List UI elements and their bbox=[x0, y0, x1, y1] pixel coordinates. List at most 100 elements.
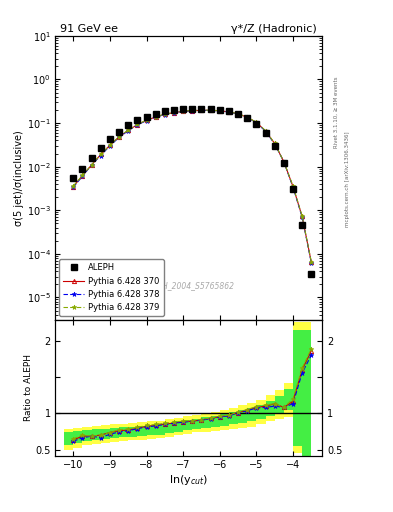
Pythia 6.428 378 bbox=[117, 134, 121, 140]
Pythia 6.428 378 bbox=[71, 184, 76, 190]
Pythia 6.428 379 bbox=[172, 109, 176, 115]
Pythia 6.428 378 bbox=[254, 120, 259, 126]
Pythia 6.428 379 bbox=[126, 127, 130, 133]
Pythia 6.428 379 bbox=[226, 109, 231, 115]
Pythia 6.428 378 bbox=[181, 109, 185, 115]
Pythia 6.428 379 bbox=[263, 127, 268, 134]
Pythia 6.428 379 bbox=[290, 183, 295, 189]
Pythia 6.428 378 bbox=[153, 114, 158, 120]
Legend: ALEPH, Pythia 6.428 370, Pythia 6.428 378, Pythia 6.428 379: ALEPH, Pythia 6.428 370, Pythia 6.428 37… bbox=[59, 259, 164, 316]
Y-axis label: Ratio to ALEPH: Ratio to ALEPH bbox=[24, 354, 33, 421]
Pythia 6.428 378 bbox=[281, 159, 286, 165]
Pythia 6.428 379 bbox=[208, 107, 213, 113]
Pythia 6.428 370 bbox=[172, 110, 176, 116]
Pythia 6.428 379 bbox=[190, 108, 195, 114]
ALEPH bbox=[181, 106, 185, 112]
ALEPH bbox=[290, 186, 295, 193]
Pythia 6.428 370 bbox=[245, 114, 250, 120]
Line: Pythia 6.428 378: Pythia 6.428 378 bbox=[71, 108, 314, 265]
Pythia 6.428 370 bbox=[217, 108, 222, 114]
Pythia 6.428 370 bbox=[190, 108, 195, 114]
Y-axis label: σ(5 jet)/σ(inclusive): σ(5 jet)/σ(inclusive) bbox=[14, 130, 24, 226]
Pythia 6.428 370 bbox=[98, 152, 103, 158]
Text: Rivet 3.1.10, ≥ 3M events: Rivet 3.1.10, ≥ 3M events bbox=[334, 77, 338, 148]
Line: Pythia 6.428 379: Pythia 6.428 379 bbox=[71, 108, 314, 264]
ALEPH bbox=[117, 129, 121, 135]
ALEPH bbox=[226, 109, 231, 115]
Pythia 6.428 379 bbox=[217, 108, 222, 114]
Pythia 6.428 379 bbox=[281, 159, 286, 165]
Pythia 6.428 378 bbox=[126, 127, 130, 134]
Pythia 6.428 370 bbox=[135, 121, 140, 127]
ALEPH bbox=[272, 143, 277, 149]
ALEPH bbox=[126, 122, 130, 129]
Pythia 6.428 370 bbox=[263, 128, 268, 134]
Pythia 6.428 370 bbox=[71, 183, 76, 189]
ALEPH bbox=[309, 271, 314, 277]
ALEPH bbox=[162, 109, 167, 115]
Pythia 6.428 379 bbox=[108, 142, 112, 148]
Pythia 6.428 379 bbox=[71, 183, 76, 189]
ALEPH bbox=[98, 145, 103, 151]
ALEPH bbox=[71, 175, 76, 181]
ALEPH bbox=[190, 105, 195, 112]
Pythia 6.428 378 bbox=[263, 128, 268, 134]
Pythia 6.428 378 bbox=[98, 153, 103, 159]
Text: mcplots.cern.ch [arXiv:1306.3436]: mcplots.cern.ch [arXiv:1306.3436] bbox=[345, 132, 350, 227]
Pythia 6.428 370 bbox=[208, 107, 213, 113]
ALEPH bbox=[80, 165, 85, 172]
Pythia 6.428 378 bbox=[89, 162, 94, 168]
Pythia 6.428 379 bbox=[153, 114, 158, 120]
ALEPH bbox=[208, 106, 213, 112]
Pythia 6.428 378 bbox=[290, 184, 295, 190]
Text: γ*/Z (Hadronic): γ*/Z (Hadronic) bbox=[231, 25, 317, 34]
Pythia 6.428 378 bbox=[272, 141, 277, 147]
Pythia 6.428 379 bbox=[80, 173, 85, 179]
Pythia 6.428 379 bbox=[309, 259, 314, 265]
Pythia 6.428 378 bbox=[144, 117, 149, 123]
Pythia 6.428 370 bbox=[309, 259, 314, 265]
Pythia 6.428 379 bbox=[300, 213, 305, 219]
ALEPH bbox=[89, 155, 94, 161]
Pythia 6.428 378 bbox=[135, 122, 140, 128]
Pythia 6.428 378 bbox=[108, 143, 112, 149]
Pythia 6.428 370 bbox=[108, 142, 112, 148]
Text: ALEPH_2004_S5765862: ALEPH_2004_S5765862 bbox=[143, 282, 234, 291]
Pythia 6.428 370 bbox=[236, 111, 241, 117]
Pythia 6.428 379 bbox=[98, 152, 103, 158]
Pythia 6.428 378 bbox=[309, 260, 314, 266]
ALEPH bbox=[144, 114, 149, 120]
Pythia 6.428 370 bbox=[181, 108, 185, 114]
Pythia 6.428 370 bbox=[117, 134, 121, 140]
Text: 91 GeV ee: 91 GeV ee bbox=[61, 25, 118, 34]
Pythia 6.428 378 bbox=[80, 173, 85, 179]
Pythia 6.428 379 bbox=[199, 107, 204, 113]
Pythia 6.428 370 bbox=[254, 119, 259, 125]
Pythia 6.428 378 bbox=[300, 214, 305, 220]
Pythia 6.428 379 bbox=[117, 134, 121, 140]
Pythia 6.428 378 bbox=[245, 114, 250, 120]
Pythia 6.428 370 bbox=[226, 109, 231, 115]
ALEPH bbox=[199, 105, 204, 112]
Pythia 6.428 379 bbox=[254, 119, 259, 125]
Pythia 6.428 370 bbox=[199, 107, 204, 113]
ALEPH bbox=[300, 222, 305, 228]
Pythia 6.428 379 bbox=[181, 108, 185, 114]
Pythia 6.428 379 bbox=[272, 140, 277, 146]
ALEPH bbox=[217, 107, 222, 113]
Pythia 6.428 370 bbox=[281, 159, 286, 165]
Pythia 6.428 370 bbox=[89, 162, 94, 168]
Pythia 6.428 379 bbox=[245, 114, 250, 120]
ALEPH bbox=[245, 115, 250, 121]
ALEPH bbox=[254, 121, 259, 127]
Pythia 6.428 379 bbox=[162, 111, 167, 117]
ALEPH bbox=[281, 160, 286, 166]
Pythia 6.428 370 bbox=[300, 214, 305, 220]
Pythia 6.428 378 bbox=[172, 110, 176, 116]
Line: Pythia 6.428 370: Pythia 6.428 370 bbox=[71, 108, 313, 264]
Pythia 6.428 370 bbox=[126, 127, 130, 134]
Line: ALEPH: ALEPH bbox=[70, 105, 314, 277]
ALEPH bbox=[172, 107, 176, 113]
Pythia 6.428 379 bbox=[144, 117, 149, 123]
Pythia 6.428 378 bbox=[226, 109, 231, 115]
